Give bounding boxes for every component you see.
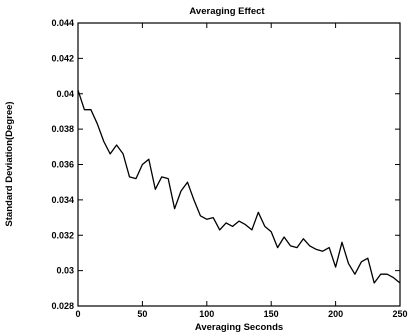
chart-title: Averaging Effect <box>189 6 265 17</box>
y-tick-label: 0.032 <box>51 230 74 240</box>
x-tick-label: 50 <box>137 309 147 319</box>
y-tick-label: 0.038 <box>51 124 74 134</box>
y-tick-label: 0.042 <box>51 53 74 63</box>
x-tick-label: 0 <box>75 309 80 319</box>
axis-tick-labels: 0 50 100 150 200 250 0.028 0.03 0.032 0.034 0.036 0… <box>51 18 407 319</box>
y-tick-label: 0.028 <box>51 301 74 311</box>
x-tick-label: 150 <box>264 309 279 319</box>
y-tick-label: 0.044 <box>51 18 74 28</box>
x-tick-label: 100 <box>199 309 214 319</box>
y-tick-label: 0.034 <box>51 195 74 205</box>
y-tick-label: 0.03 <box>56 266 74 276</box>
axis-ticks <box>77 22 401 307</box>
y-tick-label: 0.04 <box>56 89 74 99</box>
x-tick-label: 200 <box>328 309 343 319</box>
y-axis-label: Standard Deviation(Degree) <box>4 101 15 226</box>
series-line <box>77 89 401 284</box>
y-tick-label: 0.036 <box>51 160 74 170</box>
x-tick-label: 250 <box>392 309 407 319</box>
x-axis-label: Averaging Seconds <box>195 322 283 333</box>
